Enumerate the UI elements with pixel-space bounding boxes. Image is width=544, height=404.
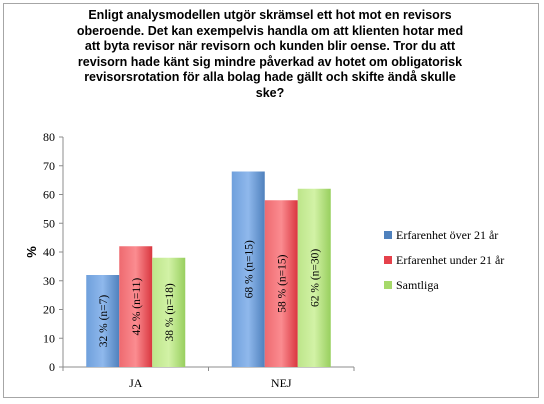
chart-title-line: att byta revisor när revisorn och kunden… <box>84 39 456 53</box>
y-tick-label: 70 <box>43 159 55 173</box>
legend-swatch <box>384 256 392 264</box>
y-tick-label: 60 <box>43 188 55 202</box>
data-label: 62 % (n=30) <box>309 249 321 307</box>
x-tick-label: NEJ <box>271 376 292 390</box>
data-label: 42 % (n=11) <box>131 278 143 336</box>
x-tick-label: JA <box>129 376 143 390</box>
legend-swatch <box>384 231 392 239</box>
y-tick-label: 40 <box>43 245 55 259</box>
chart-title-line: revisorn hade känt sig mindre påverkad a… <box>77 54 463 69</box>
bar <box>231 171 265 367</box>
data-label: 58 % (n=15) <box>276 254 288 312</box>
data-label: 68 % (n=15) <box>243 240 255 298</box>
bar <box>264 200 298 367</box>
y-tick-label: 0 <box>49 360 55 374</box>
data-label: 32 % (n=7) <box>98 295 110 348</box>
chart-title-line: oberoende. Det kan exempelvis handla om … <box>76 23 464 38</box>
data-labels: 32 % (n=7) 42 % (n=11) 38 % (n=18) 68 % (n=… <box>98 240 322 347</box>
y-tick-label: 20 <box>43 303 55 317</box>
legend-label: Samtliga <box>396 278 439 292</box>
axes: 0 10 20 30 40 50 60 70 80 JA NEJ <box>43 130 355 390</box>
bar <box>297 188 331 367</box>
bars <box>86 171 331 367</box>
y-tick-label: 80 <box>43 130 55 144</box>
chart-title-line: ske? <box>255 85 285 100</box>
y-tick-label: 50 <box>43 216 55 230</box>
chart-title-line: Enligt analysmodellen utgör skrämsel ett… <box>88 8 452 22</box>
y-axis-label: % <box>24 246 39 258</box>
bar <box>86 275 120 367</box>
legend-swatch <box>384 281 392 289</box>
chart-title: Enligt analysmodellen utgör skrämsel ett… <box>70 8 470 101</box>
data-label: 38 % (n=18) <box>164 283 176 341</box>
bar <box>119 246 153 367</box>
legend-label: Erfarenhet över 21 år <box>396 228 499 242</box>
legend-label: Erfarenhet under 21 år <box>396 253 505 267</box>
y-tick-label: 10 <box>43 331 55 345</box>
chart-title-line: revisorsrotation för alla bolag hade gäl… <box>84 70 456 84</box>
bar <box>152 257 186 367</box>
y-tick-label: 30 <box>43 274 55 288</box>
